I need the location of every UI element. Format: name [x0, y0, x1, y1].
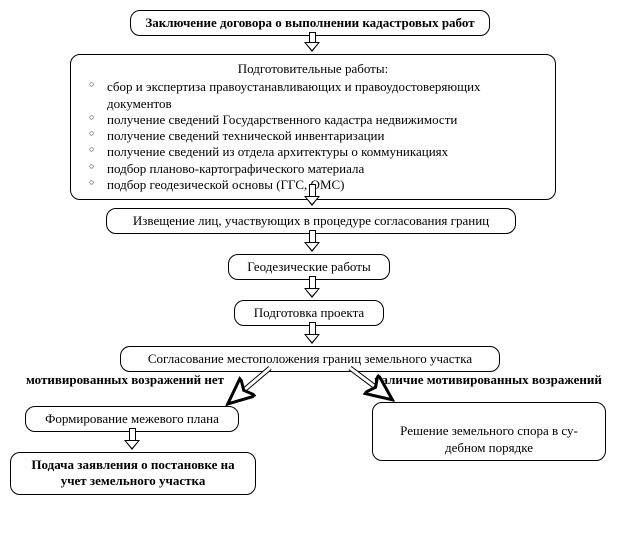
flowchart-container: Заключение договора о выполнении кадастр… — [10, 10, 612, 525]
diagonal-arrow-left-icon — [10, 10, 612, 525]
